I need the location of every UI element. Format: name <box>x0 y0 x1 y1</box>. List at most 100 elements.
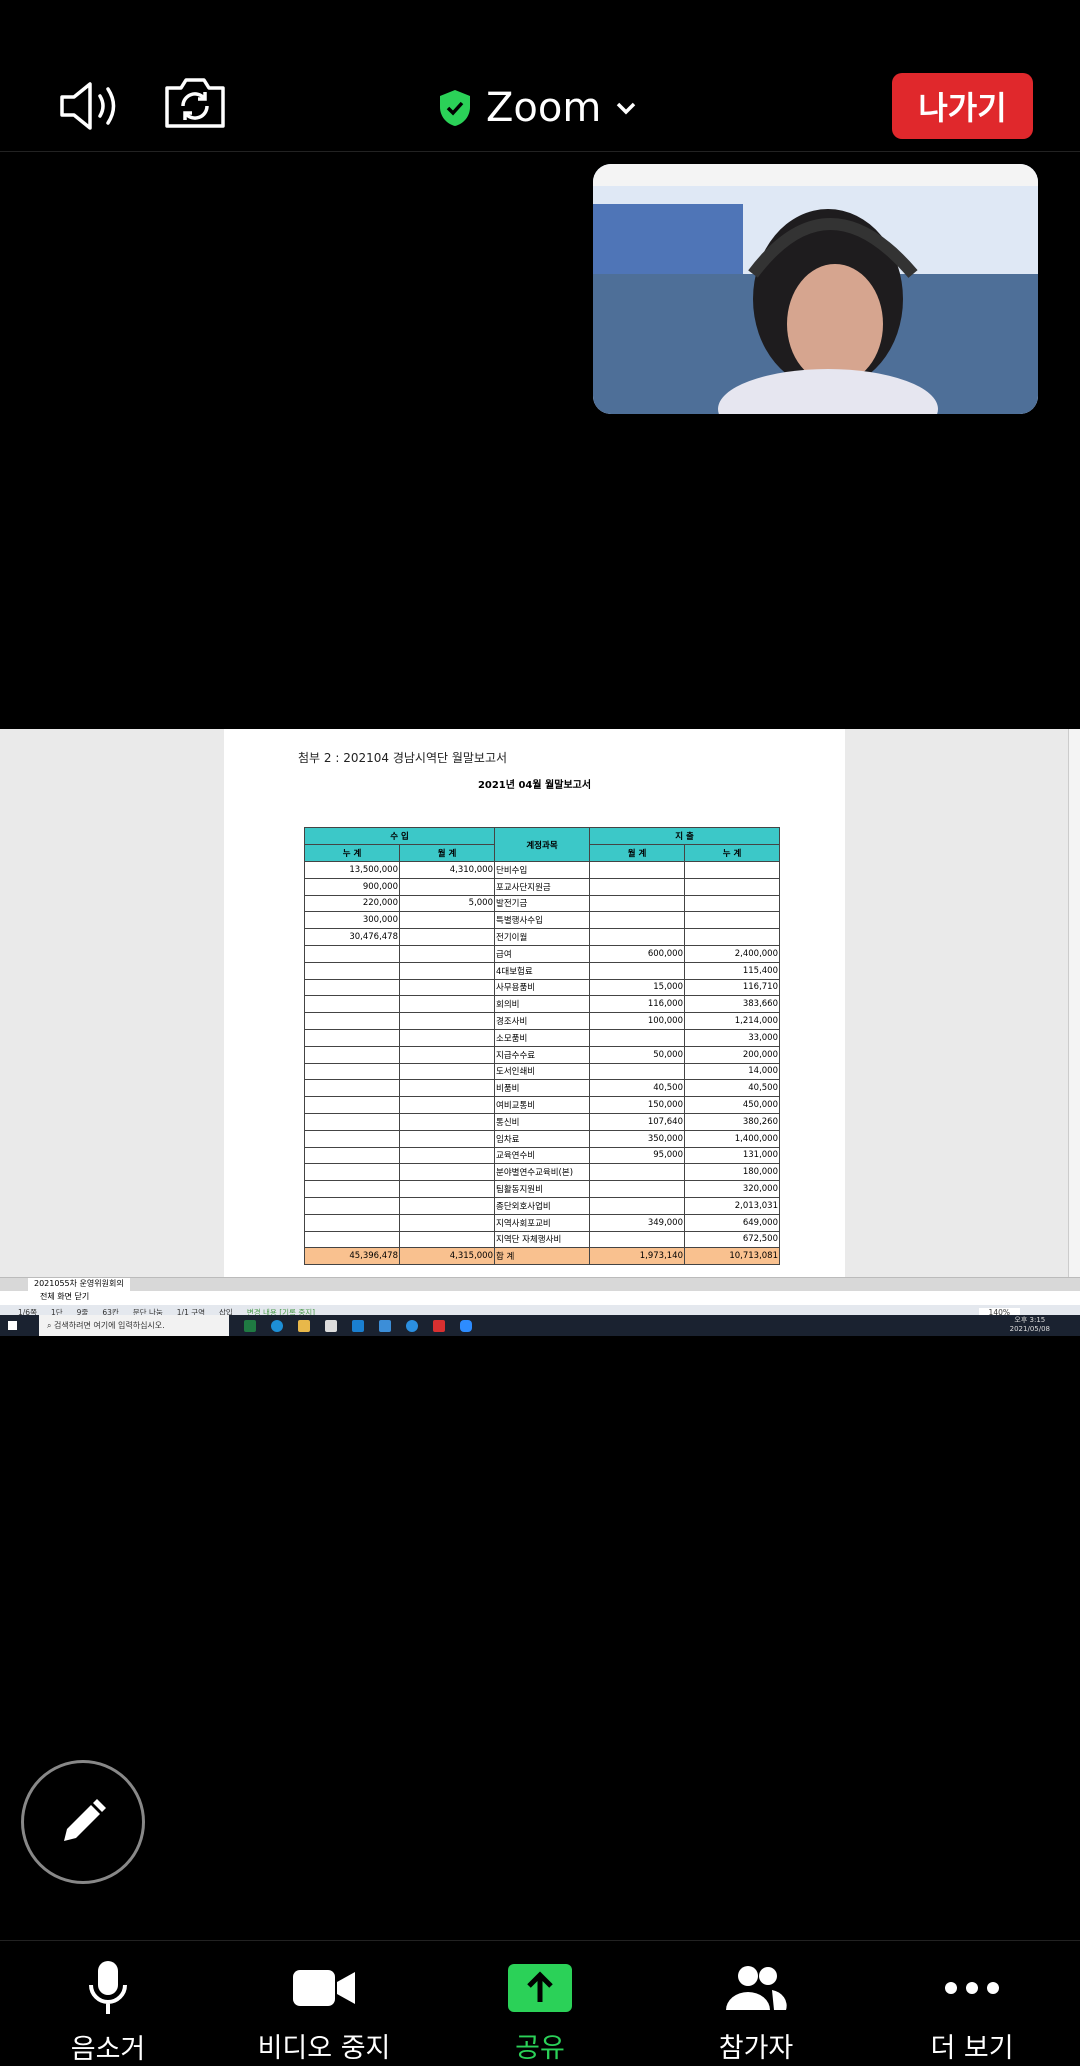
mail-icon[interactable] <box>352 1319 364 1332</box>
taskbar-clock[interactable]: 오후 3:15 2021/05/08 <box>1010 1316 1050 1334</box>
clock-date: 2021/05/08 <box>1009 1325 1050 1333</box>
vertical-scrollbar[interactable] <box>1068 729 1080 1277</box>
income-cumulative-cell <box>304 1163 400 1182</box>
acrobat-icon[interactable] <box>433 1319 445 1332</box>
expense-cumulative-cell: 2,013,031 <box>684 1196 780 1215</box>
expense-monthly-cell <box>589 928 685 946</box>
table-row: 300,000 특별행사수입 <box>304 911 780 930</box>
income-monthly-header: 월 계 <box>399 844 495 862</box>
table-row: 급여 600,000 2,400,000 <box>304 944 780 963</box>
expense-monthly-cell <box>589 1196 685 1215</box>
expense-cumulative-cell: 380,260 <box>684 1112 780 1131</box>
table-row: 임차료 350,000 1,400,000 <box>304 1129 780 1148</box>
expense-cumulative-cell: 115,400 <box>684 961 780 980</box>
shield-check-icon <box>440 90 470 126</box>
account-name-cell: 사무용품비 <box>494 978 590 997</box>
income-cumulative-cell <box>304 944 400 963</box>
hwp-icon[interactable] <box>379 1319 391 1332</box>
status-item: 1/6쪽 <box>18 1307 37 1317</box>
video-camera-icon <box>291 1959 357 2016</box>
account-name-cell: 비품비 <box>494 1079 590 1098</box>
income-monthly-cell <box>399 1163 495 1182</box>
table-row: 팀활동지원비 320,000 <box>304 1180 780 1198</box>
income-monthly-cell <box>399 1230 495 1249</box>
expense-cumulative-cell <box>684 911 780 930</box>
meeting-title[interactable]: Zoom <box>438 80 637 136</box>
total-row: 45,396,478 4,315,000 합 계 1,973,140 10,713,08… <box>304 1247 780 1266</box>
income-monthly-cell <box>399 1012 495 1030</box>
table-row: 종단외호사업비 2,013,031 <box>304 1196 780 1215</box>
income-cumulative-cell <box>304 961 400 980</box>
expense-cumulative-cell: 672,500 <box>684 1230 780 1249</box>
speaker-icon[interactable] <box>58 80 124 132</box>
income-header: 수 입 <box>304 827 495 845</box>
expense-cumulative-header: 누 계 <box>684 844 780 862</box>
edge-icon[interactable] <box>271 1319 283 1332</box>
table-row: 여비교통비 150,000 450,000 <box>304 1096 780 1114</box>
expense-cumulative-cell <box>684 894 780 913</box>
expense-monthly-cell: 600,000 <box>589 944 685 963</box>
stop-video-label: 비디오 중지 <box>257 2033 391 2064</box>
table-row: 13,500,000 4,310,000 단비수입 <box>304 861 780 879</box>
expense-monthly-cell <box>589 861 685 879</box>
expense-cumulative-cell: 33,000 <box>684 1028 780 1047</box>
switch-camera-icon[interactable] <box>163 76 227 130</box>
expense-cumulative-cell: 1,400,000 <box>684 1129 780 1148</box>
account-name-cell: 소모품비 <box>494 1028 590 1047</box>
fullscreen-toolbar[interactable]: 전체 화면 닫기 <box>0 1291 1080 1305</box>
expense-cumulative-cell: 1,214,000 <box>684 1012 780 1030</box>
expense-cumulative-cell: 450,000 <box>684 1096 780 1114</box>
expense-cumulative-cell: 116,710 <box>684 978 780 997</box>
excel-icon[interactable] <box>244 1319 256 1332</box>
start-icon[interactable] <box>8 1321 17 1330</box>
folder-icon[interactable] <box>298 1319 310 1332</box>
expense-cumulative-cell <box>684 877 780 896</box>
shared-screen: 첨부 2 : 202104 경남시역단 월말보고서 2021년 04월 월말보고… <box>0 729 1080 1336</box>
share-button[interactable]: 공유 <box>432 1941 648 2065</box>
status-item: 1단 <box>50 1307 63 1317</box>
participants-icon <box>724 1959 788 2016</box>
expense-monthly-cell: 95,000 <box>589 1146 685 1165</box>
account-name-cell: 발전기금 <box>494 894 590 913</box>
expense-monthly-cell: 15,000 <box>589 978 685 997</box>
account-name-cell: 지역단 자체행사비 <box>494 1230 590 1249</box>
chevron-down-icon <box>617 102 636 115</box>
account-name-cell: 도서인쇄비 <box>494 1062 590 1081</box>
income-monthly-cell <box>399 1196 495 1215</box>
zoom-app-icon[interactable] <box>460 1319 472 1332</box>
expense-monthly-cell <box>589 1062 685 1081</box>
expense-cumulative-cell <box>684 861 780 879</box>
more-button[interactable]: 더 보기 <box>864 1941 1080 2065</box>
mute-button[interactable]: 음소거 <box>0 1941 216 2065</box>
annotate-button[interactable] <box>21 1760 145 1884</box>
sheet-tab[interactable]: 2021055차 운영위원회의 <box>28 1278 130 1291</box>
table-row: 교육연수비 95,000 131,000 <box>304 1146 780 1165</box>
table-row: 지급수수료 50,000 200,000 <box>304 1045 780 1064</box>
taskbar-search[interactable]: ⌕ 검색하려면 여기에 입력하십시오. <box>39 1315 229 1336</box>
expense-monthly-cell: 100,000 <box>589 1012 685 1030</box>
bottom-toolbar: 음소거 비디오 중지 공유 참가자 더 보기 <box>0 1940 1080 2065</box>
table-row: 회의비 116,000 383,660 <box>304 995 780 1014</box>
income-cumulative-cell <box>304 1012 400 1030</box>
expense-cumulative-cell: 383,660 <box>684 995 780 1014</box>
more-icon <box>944 1959 1000 2016</box>
windows-taskbar: ⌕ 검색하려면 여기에 입력하십시오. 오후 3:15 2021/05/08 <box>0 1315 1080 1336</box>
income-monthly-cell <box>399 1112 495 1131</box>
zoom-level[interactable]: 140% <box>978 1307 1020 1317</box>
income-cumulative-header: 누 계 <box>304 844 400 862</box>
ie-icon[interactable] <box>406 1319 418 1332</box>
account-name-cell: 전기이월 <box>494 928 590 946</box>
income-cumulative-cell <box>304 1146 400 1165</box>
expense-monthly-cell: 50,000 <box>589 1045 685 1064</box>
income-monthly-cell <box>399 1062 495 1081</box>
leave-button[interactable]: 나가기 <box>892 73 1033 139</box>
store-icon[interactable] <box>325 1319 337 1332</box>
participant-video-thumbnail[interactable] <box>593 164 1038 414</box>
income-cumulative-cell <box>304 1062 400 1081</box>
income-cumulative-cell: 45,396,478 <box>304 1247 400 1266</box>
stop-video-button[interactable]: 비디오 중지 <box>216 1941 432 2065</box>
income-cumulative-cell <box>304 1180 400 1198</box>
participants-button[interactable]: 참가자 <box>648 1941 864 2065</box>
share-arrow-icon <box>508 1959 572 2016</box>
income-monthly-cell <box>399 1096 495 1114</box>
